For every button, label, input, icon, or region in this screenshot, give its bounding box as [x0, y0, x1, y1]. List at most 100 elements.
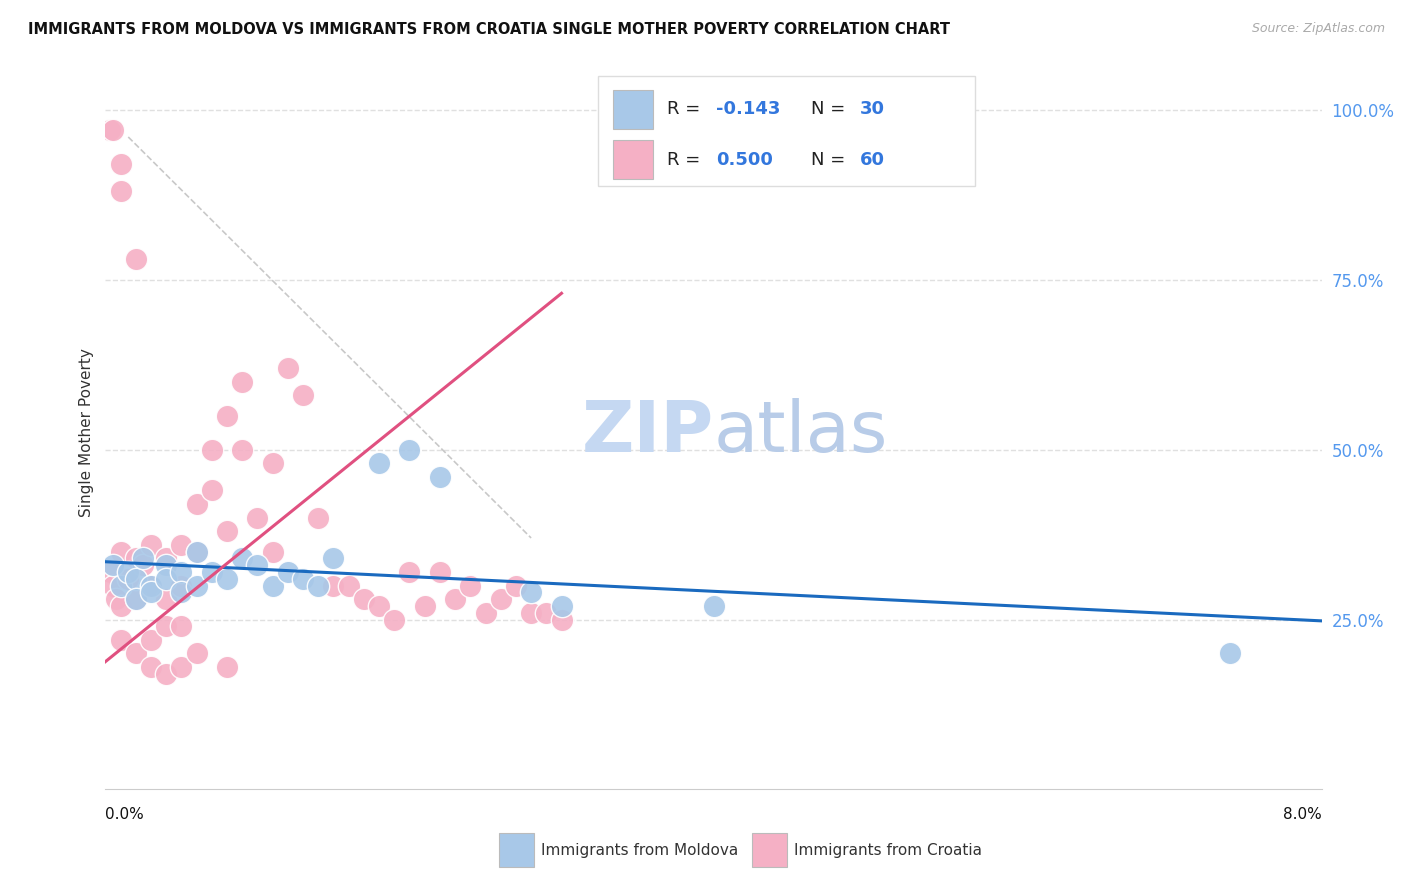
FancyBboxPatch shape — [613, 90, 652, 129]
Point — [398, 565, 420, 579]
Point — [413, 599, 436, 613]
Point — [110, 599, 132, 613]
Point — [139, 585, 162, 599]
Point — [368, 599, 391, 613]
Point — [217, 524, 239, 538]
Point — [368, 456, 391, 470]
Point — [231, 375, 253, 389]
Point — [246, 510, 269, 524]
Text: Source: ZipAtlas.com: Source: ZipAtlas.com — [1251, 22, 1385, 36]
Point — [125, 592, 148, 607]
Point — [262, 456, 284, 470]
Point — [550, 599, 572, 613]
Point — [292, 572, 315, 586]
Point — [155, 558, 177, 573]
Point — [520, 606, 543, 620]
Point — [262, 544, 284, 558]
Point — [292, 388, 315, 402]
Point — [170, 565, 193, 579]
Text: 30: 30 — [859, 101, 884, 119]
Point — [231, 551, 253, 566]
Point — [186, 544, 208, 558]
Point — [132, 558, 155, 573]
Point — [170, 660, 193, 674]
Point — [246, 558, 269, 573]
Point — [170, 578, 193, 592]
Point — [186, 497, 208, 511]
Point — [277, 361, 299, 376]
Text: IMMIGRANTS FROM MOLDOVA VS IMMIGRANTS FROM CROATIA SINGLE MOTHER POVERTY CORRELA: IMMIGRANTS FROM MOLDOVA VS IMMIGRANTS FR… — [28, 22, 950, 37]
Point — [155, 592, 177, 607]
Point — [139, 632, 162, 647]
Point — [520, 585, 543, 599]
Point — [322, 551, 344, 566]
Text: 0.500: 0.500 — [716, 151, 773, 169]
Point — [125, 252, 148, 267]
Text: atlas: atlas — [713, 398, 889, 467]
Point — [201, 442, 224, 457]
Point — [101, 123, 124, 137]
Point — [307, 578, 329, 592]
Point — [125, 592, 148, 607]
Point — [550, 613, 572, 627]
Text: 60: 60 — [859, 151, 884, 169]
Point — [98, 565, 121, 579]
Point — [262, 578, 284, 592]
Point — [353, 592, 375, 607]
Point — [125, 551, 148, 566]
Point — [186, 544, 208, 558]
Point — [170, 538, 193, 552]
Text: ZIP: ZIP — [581, 398, 713, 467]
Point — [125, 572, 148, 586]
Point — [201, 483, 224, 498]
FancyBboxPatch shape — [613, 140, 652, 179]
Point — [458, 578, 481, 592]
Point — [277, 565, 299, 579]
Point — [307, 510, 329, 524]
Point — [186, 647, 208, 661]
Point — [155, 551, 177, 566]
Point — [139, 538, 162, 552]
Text: Immigrants from Croatia: Immigrants from Croatia — [794, 843, 983, 857]
Point — [398, 442, 420, 457]
Point — [322, 578, 344, 592]
Point — [139, 660, 162, 674]
Point — [105, 592, 128, 607]
Y-axis label: Single Mother Poverty: Single Mother Poverty — [79, 348, 94, 517]
Point — [170, 585, 193, 599]
Point — [186, 578, 208, 592]
Point — [505, 578, 527, 592]
Point — [337, 578, 360, 592]
Point — [155, 572, 177, 586]
Point — [101, 578, 124, 592]
Point — [117, 572, 139, 586]
Text: R =: R = — [668, 151, 706, 169]
Point — [217, 572, 239, 586]
Point — [201, 565, 224, 579]
Point — [382, 613, 405, 627]
Point — [231, 442, 253, 457]
Point — [429, 470, 451, 484]
Point — [155, 619, 177, 633]
Text: -0.143: -0.143 — [716, 101, 780, 119]
Point — [474, 606, 496, 620]
Text: N =: N = — [811, 101, 851, 119]
Text: N =: N = — [811, 151, 851, 169]
Text: 0.0%: 0.0% — [105, 807, 145, 822]
Point — [117, 565, 139, 579]
Point — [139, 578, 162, 592]
Point — [536, 606, 558, 620]
Point — [132, 551, 155, 566]
Point — [110, 544, 132, 558]
Point — [101, 558, 124, 573]
Point — [155, 666, 177, 681]
Point — [217, 660, 239, 674]
Point — [110, 632, 132, 647]
Point — [125, 647, 148, 661]
Point — [110, 157, 132, 171]
Point — [702, 599, 725, 613]
Point — [110, 578, 132, 592]
Point — [110, 185, 132, 199]
Text: 8.0%: 8.0% — [1282, 807, 1322, 822]
Point — [98, 123, 121, 137]
